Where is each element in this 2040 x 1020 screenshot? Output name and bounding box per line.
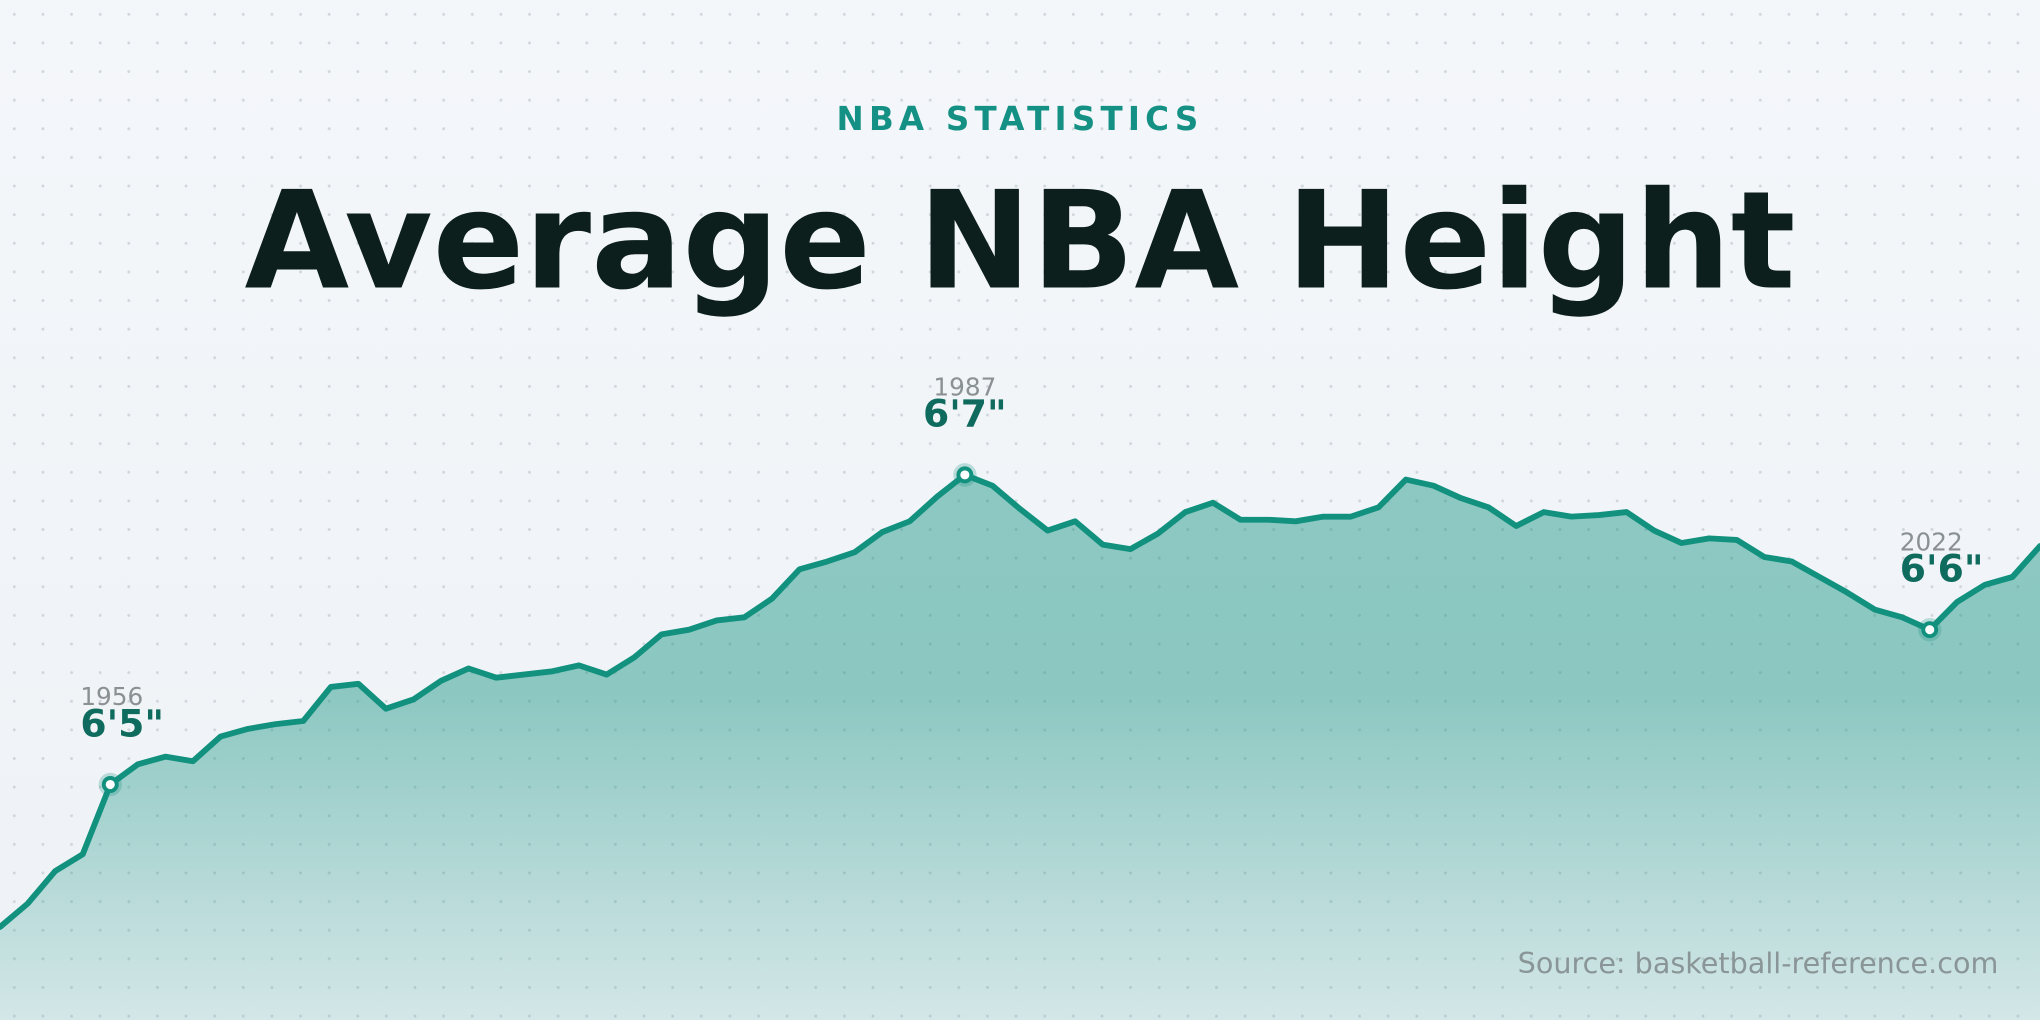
annotation-year: 2022 (1900, 527, 1963, 556)
annotation-value: 6'6" (1900, 547, 1984, 591)
chart-title: Average NBA Height (245, 162, 1796, 320)
annotation-value: 6'5" (80, 701, 164, 745)
subtitle: NBA STATISTICS (837, 100, 1204, 138)
annotation-value: 6'7" (923, 392, 1007, 436)
marker (101, 776, 119, 793)
source: Source: basketball-reference.com (1518, 946, 1999, 980)
annotation-year: 1987 (933, 373, 996, 402)
annotation-year: 1956 (80, 682, 143, 711)
marker (1921, 621, 1939, 639)
marker (956, 466, 974, 484)
line (0, 471, 2040, 930)
area-fill (0, 474, 2040, 1020)
